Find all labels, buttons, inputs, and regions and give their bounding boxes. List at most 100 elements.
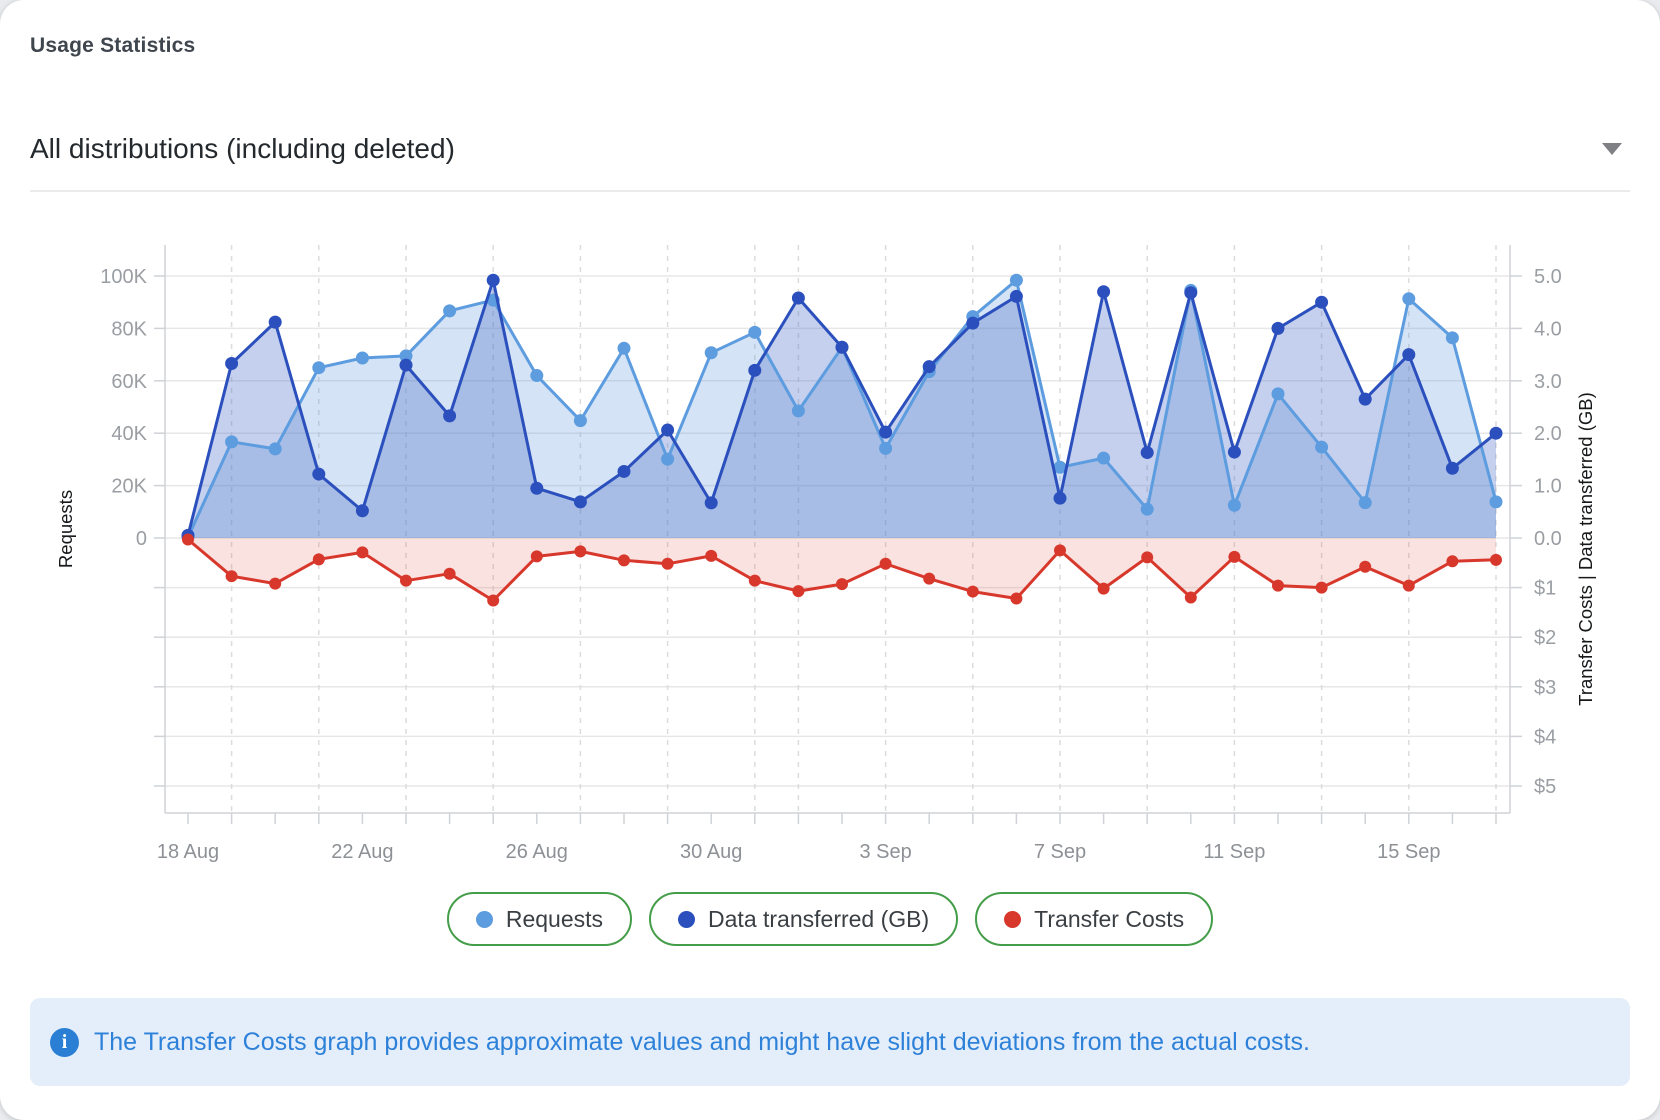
data-point — [704, 346, 718, 360]
x-axis-tick: 7 Sep — [1034, 841, 1086, 863]
right-axis-cost-tick: $1 — [1534, 578, 1556, 600]
right-axis-cost-tick: $2 — [1534, 627, 1556, 649]
data-point — [268, 442, 282, 456]
legend-item-transfer-costs[interactable]: Transfer Costs — [975, 892, 1214, 946]
data-point — [312, 553, 325, 566]
data-point — [225, 357, 239, 371]
data-point — [1402, 348, 1416, 362]
data-point — [1054, 544, 1066, 557]
right-axis-gb-tick: 5.0 — [1534, 266, 1562, 288]
data-point — [1315, 295, 1329, 309]
data-point — [530, 369, 544, 383]
data-point — [225, 435, 239, 449]
right-axis-title: Transfer Costs | Data transferred (GB) — [1575, 392, 1596, 706]
right-axis-cost-tick: $3 — [1534, 677, 1556, 699]
data-point — [1228, 550, 1241, 563]
x-axis-tick: 26 Aug — [506, 841, 568, 863]
data-point — [1097, 285, 1111, 299]
horizontal-gridlines — [165, 275, 1510, 787]
data-point — [530, 481, 544, 495]
data-point — [704, 496, 718, 510]
divider — [30, 190, 1630, 192]
data-point — [1009, 289, 1023, 303]
data-point — [573, 495, 587, 509]
data-point — [922, 360, 936, 374]
data-point — [1141, 551, 1154, 564]
data-point — [399, 358, 413, 372]
data-point — [355, 351, 369, 365]
data-point — [1358, 392, 1372, 406]
right-axis-cost-tick: $5 — [1534, 776, 1556, 798]
x-axis-tick: 3 Sep — [859, 841, 911, 863]
info-icon: i — [50, 1027, 79, 1057]
left-axis-tick: 20K — [111, 476, 147, 498]
data-point — [792, 585, 805, 598]
axes — [154, 245, 1522, 824]
data-point — [1053, 491, 1067, 505]
data-point — [1489, 495, 1503, 509]
data-point — [486, 273, 500, 287]
x-axis-tick: 18 Aug — [157, 841, 219, 863]
data-point — [1315, 581, 1328, 594]
data-point — [617, 341, 631, 355]
data-point — [355, 504, 369, 518]
data-point — [268, 315, 282, 329]
right-axis-cost-tick: $4 — [1534, 726, 1556, 748]
x-axis-tick: 30 Aug — [680, 841, 742, 863]
area-data-transferred-gb- — [188, 280, 1496, 538]
data-point — [573, 414, 587, 428]
data-point — [182, 533, 194, 546]
data-point — [879, 425, 893, 439]
data-point — [617, 464, 631, 478]
data-point — [1315, 440, 1329, 454]
requests-dot-icon — [475, 910, 493, 928]
distribution-select-value: All distributions (including deleted) — [30, 133, 455, 164]
area-requests — [188, 280, 1496, 538]
page-title: Usage Statistics — [30, 34, 196, 57]
left-axis-tick: 100K — [100, 266, 147, 288]
data-point — [879, 441, 893, 455]
left-axis-tick: 40K — [111, 423, 147, 445]
data-point — [748, 325, 762, 339]
data-point — [1184, 286, 1198, 300]
data-point — [1445, 461, 1459, 475]
left-axis-tick: 60K — [111, 371, 147, 393]
usage-chart-svg: 100K 80K 60K 40K 20K 0 5.0 4.0 3.0 2.0 1.0 0.0 $1 $2 $… — [55, 245, 1596, 863]
legend-item-data-transferred[interactable]: Data transferred (GB) — [649, 892, 959, 946]
info-banner: i The Transfer Costs graph provides appr… — [30, 998, 1630, 1086]
data-point — [487, 594, 500, 607]
area-transfer-costs — [188, 538, 1496, 601]
data-point — [1402, 579, 1415, 592]
distribution-select[interactable]: All distributions (including deleted) — [30, 120, 1630, 178]
usage-chart: 100K 80K 60K 40K 20K 0 5.0 4.0 3.0 2.0 1.0 0.0 $1 $2 $… — [0, 200, 1660, 880]
data-point — [1272, 579, 1284, 592]
data-point — [443, 304, 457, 318]
legend-item-requests[interactable]: Requests — [446, 892, 633, 946]
data-point — [1184, 591, 1197, 604]
data-point — [661, 557, 674, 570]
data-point — [1097, 451, 1111, 465]
data-point — [661, 452, 675, 466]
data-point — [1097, 582, 1110, 595]
right-axis-gb-tick: 4.0 — [1534, 318, 1562, 340]
data-point — [1227, 498, 1241, 512]
data-point — [1359, 560, 1372, 573]
data-point — [1140, 446, 1154, 460]
info-banner-text: The Transfer Costs graph provides approx… — [94, 1027, 1310, 1056]
data-point — [618, 554, 630, 567]
data-point — [923, 572, 936, 585]
series-areas — [188, 280, 1496, 601]
right-axis-gb-tick: 2.0 — [1534, 423, 1562, 445]
legend-item-label: Transfer Costs — [1034, 905, 1185, 932]
data-point — [574, 545, 587, 558]
data-point — [1227, 445, 1241, 459]
data-point — [879, 557, 892, 570]
data-point — [399, 349, 413, 363]
data-point — [1358, 496, 1372, 510]
data-point — [748, 363, 762, 377]
data-point — [966, 585, 979, 598]
series-transfer-costs[interactable] — [182, 533, 1502, 607]
data-point — [835, 340, 849, 354]
data-point — [705, 549, 718, 562]
